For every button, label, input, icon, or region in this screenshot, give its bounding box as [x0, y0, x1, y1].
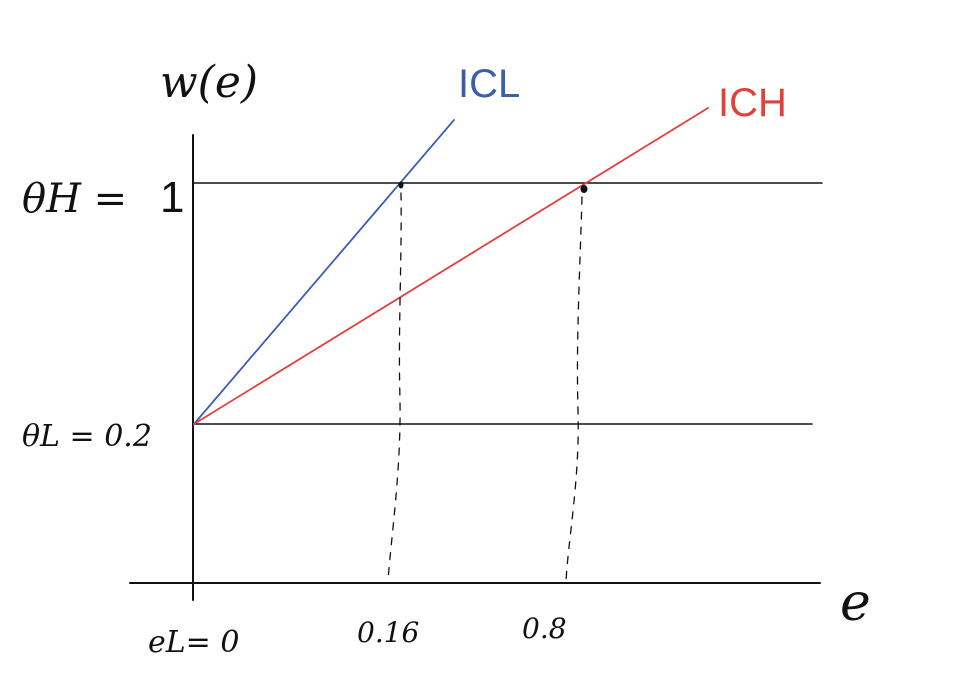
tick-label-0-8: 0.8	[522, 612, 567, 645]
x-axis-label: e	[840, 573, 871, 633]
ic-high-intersection-dot	[580, 185, 588, 193]
tick-label-0-16: 0.16	[357, 616, 419, 649]
dashed-drop-0-16	[387, 192, 402, 581]
origin-label: eL= 0	[148, 625, 239, 660]
ic-low-label: ICL	[458, 62, 520, 106]
ic-high-line	[193, 107, 709, 425]
ic-high-label: ICH	[718, 81, 787, 125]
ic-low-line	[193, 119, 455, 425]
theta-h-value: 1	[160, 173, 184, 222]
y-axis-label: w(e)	[160, 57, 258, 108]
ic-low-intersection-dot	[398, 181, 404, 189]
theta-h-label: θH =	[22, 176, 127, 222]
dashed-drop-0-8	[565, 196, 583, 583]
theta-l-label: θL = 0.2	[22, 419, 152, 454]
